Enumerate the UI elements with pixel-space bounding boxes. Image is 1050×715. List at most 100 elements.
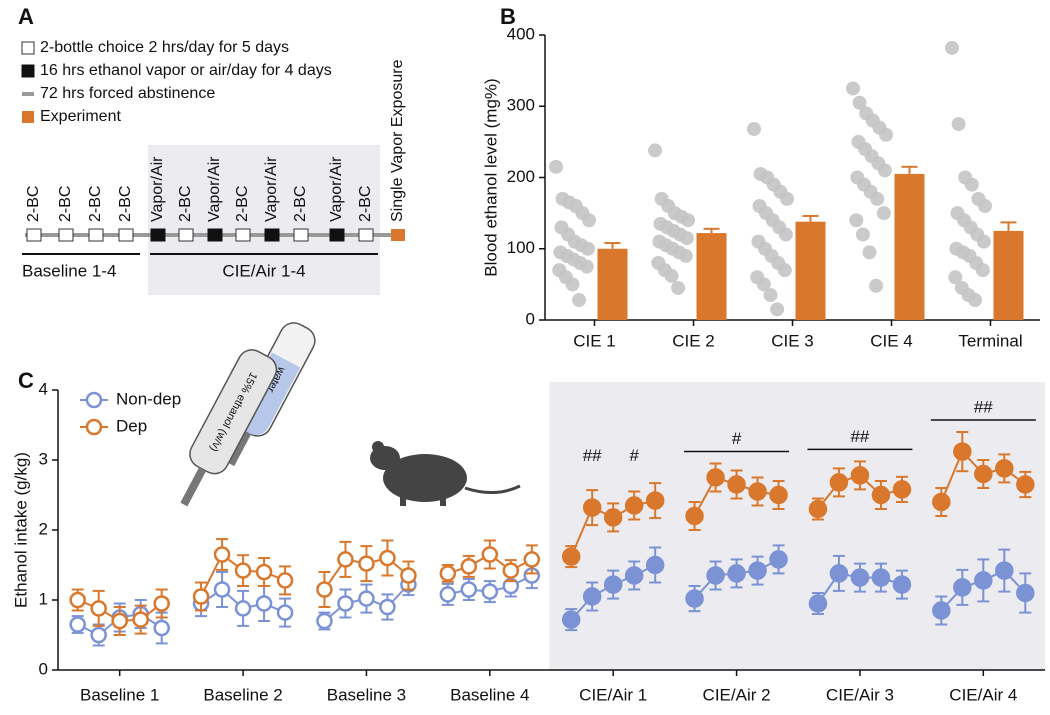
marker	[276, 604, 294, 621]
phase-label: CIE/Air 1-4	[222, 261, 305, 280]
session-box	[58, 228, 74, 242]
x-tick-label: CIE/Air 4	[949, 685, 1017, 704]
session-label: 2-BC	[87, 186, 104, 222]
shaded-region	[148, 145, 380, 295]
marker	[748, 482, 767, 501]
session-box	[26, 228, 42, 242]
marker	[460, 558, 478, 575]
marker	[502, 562, 520, 579]
annotation: #	[629, 446, 639, 465]
marker	[645, 555, 665, 575]
legend-text: Dep	[116, 416, 147, 435]
legend-text: Experiment	[40, 108, 121, 125]
illustration: water 15% ethanol (w/v)	[180, 322, 521, 507]
data-point	[565, 277, 580, 292]
x-tick-label: Baseline 1	[80, 685, 159, 704]
marker	[69, 591, 86, 609]
marker	[234, 562, 252, 579]
marker	[276, 572, 294, 589]
data-point	[870, 191, 885, 206]
marker	[706, 468, 725, 487]
marker	[974, 464, 993, 484]
marker	[953, 442, 972, 461]
marker	[358, 590, 375, 607]
session-label: 2-BC	[357, 186, 374, 222]
marker	[111, 612, 128, 630]
marker	[1016, 583, 1035, 603]
marker	[808, 594, 828, 613]
session-label: Vapor/Air	[328, 156, 345, 222]
marker	[337, 551, 354, 568]
marker	[460, 581, 478, 598]
marker	[808, 499, 828, 519]
phase-label: Baseline 1-4	[22, 261, 117, 280]
session-box	[88, 228, 104, 242]
marker	[255, 563, 273, 581]
marker	[316, 612, 333, 630]
x-tick-label: CIE 2	[672, 331, 715, 350]
marker	[192, 588, 210, 605]
marker	[255, 595, 273, 612]
legend-marker	[85, 418, 103, 436]
x-tick-label: CIE/Air 1	[579, 685, 647, 704]
session-label: 2-BC	[57, 186, 74, 222]
y-tick-label: 0	[39, 659, 48, 678]
x-tick-label: CIE 1	[573, 331, 616, 350]
marker	[69, 616, 86, 633]
session-label: Vapor/Air	[263, 156, 280, 222]
experiment-box	[391, 229, 405, 241]
data-point	[975, 263, 990, 278]
marker	[153, 595, 170, 612]
marker	[953, 578, 972, 597]
annotation: ##	[850, 427, 869, 446]
marker	[379, 549, 396, 567]
marker	[624, 496, 644, 515]
marker	[481, 583, 499, 600]
data-point	[572, 293, 587, 308]
marker	[337, 595, 354, 612]
bar	[894, 173, 925, 320]
session-label: 2-BC	[234, 186, 251, 222]
marker	[481, 546, 499, 563]
marker	[871, 485, 891, 505]
marker	[645, 491, 665, 510]
y-tick-label: 400	[507, 24, 535, 43]
legend-marker	[85, 391, 103, 409]
bar	[696, 233, 727, 320]
marker	[932, 492, 951, 512]
marker	[603, 575, 623, 594]
x-tick-label: CIE/Air 3	[826, 685, 894, 704]
marker	[523, 551, 541, 568]
data-point	[877, 163, 892, 178]
marker	[213, 581, 231, 598]
marker	[379, 598, 396, 616]
marker	[850, 568, 870, 587]
marker	[439, 586, 457, 603]
marker	[685, 589, 704, 608]
data-point	[549, 159, 563, 174]
marker	[850, 466, 870, 485]
annotation: #	[732, 429, 742, 448]
session-label: 2-BC	[25, 186, 42, 222]
marker	[358, 555, 375, 572]
session-box	[178, 228, 194, 242]
data-point	[671, 280, 686, 295]
panel-label: C	[18, 368, 34, 393]
session-label: Vapor/Air	[206, 156, 223, 222]
session-box	[150, 228, 166, 242]
y-tick-label: 0	[526, 309, 535, 328]
session-label: Vapor/Air	[149, 156, 166, 222]
data-point	[681, 213, 695, 228]
marker	[974, 571, 993, 590]
legend-swatch	[22, 111, 34, 123]
data-point	[580, 241, 595, 256]
marker	[892, 480, 912, 499]
marker	[90, 626, 107, 644]
data-point	[945, 40, 959, 55]
data-point	[780, 191, 794, 206]
data-point	[869, 278, 884, 293]
session-box	[235, 228, 251, 242]
data-point	[862, 245, 877, 260]
marker	[400, 567, 417, 584]
session-label: 2-BC	[117, 186, 134, 222]
